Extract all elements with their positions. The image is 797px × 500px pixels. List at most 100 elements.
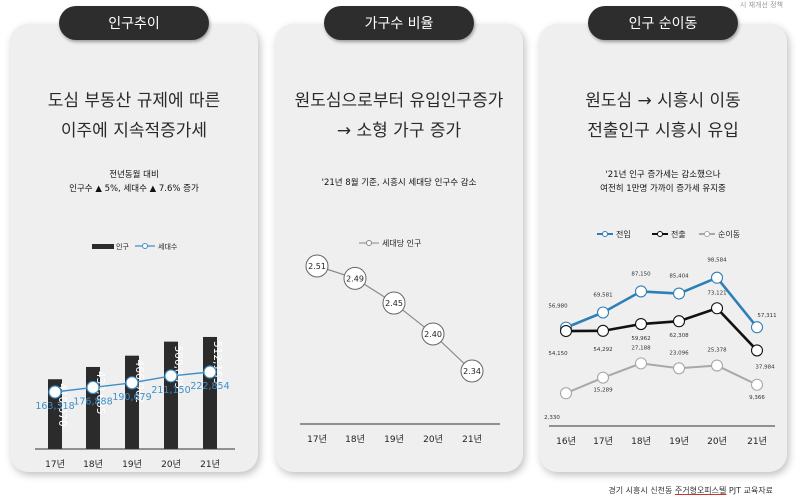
bar-population xyxy=(203,336,217,449)
data-label: 2.45 xyxy=(385,299,403,308)
data-label: 54,292 xyxy=(593,347,612,353)
panel-headline: 원도심 → 시흥시 이동 전출인구 시흥시 유입 xyxy=(539,86,787,146)
data-label: 57,311 xyxy=(757,313,776,319)
data-label: 73,121 xyxy=(707,290,726,296)
headline-line-1: 도심 부동산 규제에 따른 xyxy=(47,91,221,111)
x-tick-label: 21년 xyxy=(462,434,482,445)
households-data-label: 211,150 xyxy=(151,385,190,396)
net-migration-chart: 전입 전출 순이동 56,980 69,581 87,150 85,404 98,584 57,… xyxy=(544,229,777,447)
data-label: 56,980 xyxy=(548,304,568,310)
panel-note: '21년 인구 증가세는 감소했으나 여전히 1만명 가까이 증가세 유지중 xyxy=(539,168,787,196)
data-point xyxy=(596,371,610,384)
households-point xyxy=(164,369,178,383)
legend-marker-households xyxy=(142,243,148,249)
bar-data-label: 500,895 xyxy=(172,346,184,389)
note-line-1: 전년동월 대비 xyxy=(109,170,159,180)
source-highlight: 주거형오피스텔 xyxy=(674,486,727,495)
note-line-2: 인구수 ▲ 5%, 세대수 ▲ 7.6% 증가 xyxy=(69,184,199,194)
x-tick-label: 19년 xyxy=(669,436,689,447)
households-data-label: 163,318 xyxy=(35,401,74,412)
data-label: 2.34 xyxy=(463,367,481,376)
data-point xyxy=(596,306,610,319)
data-label: 2.40 xyxy=(424,330,442,339)
legend-label-households: 세대수 xyxy=(158,242,178,251)
bar-population xyxy=(164,341,178,449)
data-point xyxy=(672,315,686,328)
data-label: 27,188 xyxy=(631,345,651,351)
series-line xyxy=(316,265,473,372)
households-point xyxy=(203,365,217,379)
data-label: 59,962 xyxy=(631,336,650,342)
x-tick-label: 19년 xyxy=(122,459,142,470)
legend-label-population: 인구 xyxy=(116,242,129,251)
data-label: 9,366 xyxy=(749,395,765,401)
headline-line-2: → 소형 가구 증가 xyxy=(336,121,462,141)
households-point xyxy=(86,380,100,395)
panel-household-ratio: 가구수 비율 원도심으로부터 유입인구증가 → 소형 가구 증가 '21년 8월… xyxy=(275,6,523,472)
note-line-1: '21년 인구 증가세는 감소했으나 xyxy=(605,170,721,180)
data-point xyxy=(305,254,329,278)
legend-label: 전출 xyxy=(671,229,686,239)
legend-marker xyxy=(704,231,710,237)
panel-net-migration: 인구 순이동 원도심 → 시흥시 이동 전출인구 시흥시 유입 '21년 인구 … xyxy=(539,6,787,472)
data-label: 62,308 xyxy=(669,333,689,339)
data-label: 2.51 xyxy=(308,262,326,271)
x-tick-label: 18년 xyxy=(345,434,365,445)
data-point xyxy=(710,359,724,372)
series-line xyxy=(565,306,758,352)
x-tick-label: 20년 xyxy=(423,434,443,445)
households-point xyxy=(125,376,139,390)
data-point xyxy=(634,317,648,331)
data-point xyxy=(672,362,686,375)
series-line xyxy=(565,362,758,395)
data-point xyxy=(750,378,764,391)
headline-line-2: 이주에 지속적증가세 xyxy=(60,121,208,141)
data-point xyxy=(750,344,764,357)
data-point xyxy=(382,291,406,315)
households-data-label: 222,854 xyxy=(190,381,229,392)
x-tick-label: 20년 xyxy=(707,436,727,447)
x-tick-label: 17년 xyxy=(593,436,613,447)
panel-title-pill: 가구수 비율 xyxy=(324,6,474,40)
data-label: 23,096 xyxy=(669,350,689,356)
data-point xyxy=(596,324,610,337)
panel-note: '21년 8월 기준, 시흥시 세대당 인구수 감소 xyxy=(275,176,523,190)
data-label: 69,581 xyxy=(593,293,612,299)
data-label: 15,289 xyxy=(593,388,613,394)
panel-headline: 도심 부동산 규제에 따른 이주에 지속적증가세 xyxy=(10,86,258,146)
households-point xyxy=(48,385,62,399)
panel-title-pill: 인구 순이동 xyxy=(588,6,738,40)
data-point xyxy=(460,359,484,383)
data-label: 37,984 xyxy=(755,364,775,370)
households-data-label: 176,888 xyxy=(73,396,112,407)
data-point xyxy=(672,287,686,300)
x-tick-label: 16년 xyxy=(556,436,576,447)
household-ratio-chart: 세대당 인구 2.51 2.49 2.45 2.40 2.34 17년 18년 19년 20년 21… xyxy=(300,238,500,445)
series-line xyxy=(565,276,759,329)
source-caption: 경기 시흥시 신천동 주거형오피스텔 PJT 교육자료 xyxy=(608,485,773,496)
data-point xyxy=(343,266,367,290)
data-label: 87,150 xyxy=(631,271,651,277)
data-point xyxy=(634,285,648,298)
x-tick-label: 19년 xyxy=(384,434,404,445)
headline-line-1: 원도심 → 시흥시 이동 xyxy=(585,91,741,111)
data-label: 25,378 xyxy=(707,348,727,354)
x-tick-label: 18년 xyxy=(631,436,651,447)
data-point xyxy=(634,357,648,370)
legend-marker xyxy=(366,240,372,246)
note-line-2: 여전히 1만명 가까이 증가세 유지중 xyxy=(600,184,726,194)
data-label: 54,150 xyxy=(548,351,568,357)
bar-data-label: 439,685 xyxy=(94,371,106,414)
corner-caption: 시 재개선 정책 xyxy=(739,1,783,9)
x-tick-label: 21년 xyxy=(747,436,767,447)
x-tick-label: 18년 xyxy=(83,459,103,470)
source-suffix: PJT 교육자료 xyxy=(726,486,773,495)
panel-headline: 원도심으로부터 유입인구증가 → 소형 가구 증가 xyxy=(275,86,523,146)
x-tick-label: 17년 xyxy=(307,434,327,445)
panel-note: 전년동월 대비 인구수 ▲ 5%, 세대수 ▲ 7.6% 증가 xyxy=(10,168,258,196)
legend-label: 세대당 인구 xyxy=(382,238,421,248)
x-tick-label: 20년 xyxy=(161,459,181,470)
data-label: 98,584 xyxy=(707,258,727,264)
data-point xyxy=(559,387,573,400)
